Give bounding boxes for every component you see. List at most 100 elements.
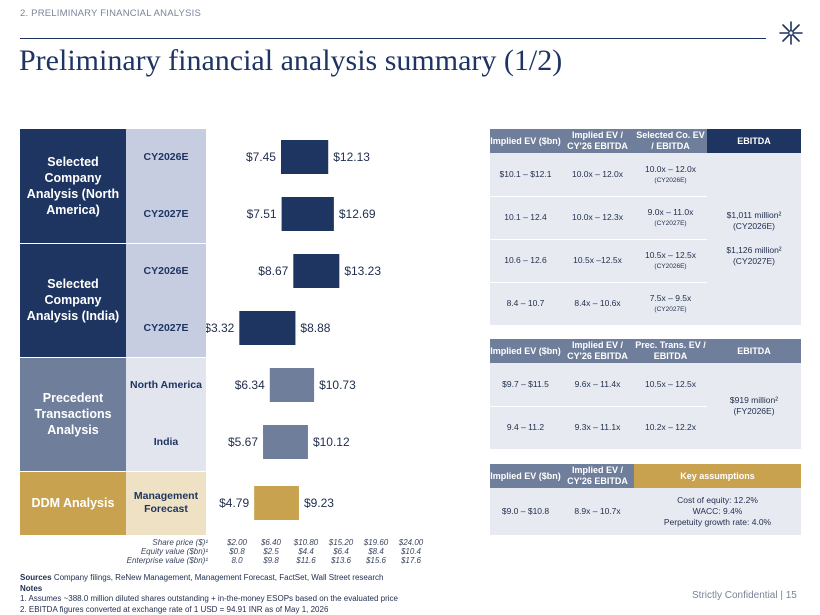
t1-ebitda-cy2026: $1,011 million² (CY2026E) <box>707 205 801 237</box>
row-label-text: CY2026E <box>143 151 189 163</box>
t3-header: Implied EV ($bn) <box>490 464 561 488</box>
axis-label-enterprise-value: Enterprise value ($bn)¹ <box>126 556 208 565</box>
bar-low-label: $7.51 <box>247 207 277 221</box>
row-label: CY2027E <box>126 300 206 357</box>
football-field-chart: $7.45 $12.13 $7.51 $12.69 $8.67 $13.23 $3.32 $8… <box>206 140 381 520</box>
t1-header-cell: EBITDA <box>737 135 771 146</box>
row-label-text: CY2027E <box>143 322 189 334</box>
method-label: Precedent Transactions Analysis <box>34 391 112 437</box>
logo-icon <box>779 21 803 45</box>
tick-enterprise-value: $11.6 <box>296 556 316 565</box>
row-label: CY2026E <box>126 243 206 300</box>
t2-header-cell: Implied EV ($bn) <box>490 345 561 356</box>
t3-header: Key assumptions <box>634 464 801 488</box>
page-title: Preliminary financial analysis summary (… <box>19 44 563 77</box>
row-separator <box>20 357 206 358</box>
row-separator <box>20 471 206 472</box>
sources-line: Sources Company filings, ReNew Managemen… <box>20 573 398 584</box>
t1-header: Selected Co. EV / EBITDA <box>634 129 707 153</box>
axis-label-share-price: Share price ($)¹ <box>152 538 208 547</box>
t2-ev: 9.4 – 11.2 <box>506 422 545 432</box>
t3-header-cell: Implied EV / CY'26 EBITDA <box>567 465 628 486</box>
footer-confidential: Strictly Confidential | 15 <box>692 590 797 601</box>
t1-sel-range: 9.0x – 11.0x <box>647 206 694 217</box>
t1-sel-period: (CY2027E) <box>654 219 687 227</box>
bar-low-label: $5.67 <box>228 435 258 449</box>
t1-sel-period: (CY2027E) <box>654 305 687 313</box>
bar-high-label: $12.13 <box>333 150 370 164</box>
tick-equity-value: $10.4 <box>400 547 422 556</box>
method-ddm: DDM Analysis <box>20 471 126 535</box>
t2-mult: 9.6x – 11.4x <box>574 379 621 389</box>
t2-header: Implied EV / CY'26 EBITDA <box>561 339 634 363</box>
t3-body <box>490 488 801 535</box>
t1-sel: 9.0x – 11.0x (CY2027E) <box>634 196 707 239</box>
t1-sel: 10.0x – 12.0x (CY2026E) <box>634 153 707 196</box>
t1-header-cell: Implied EV / CY'26 EBITDA <box>567 130 628 151</box>
t1-sel-period: (CY2026E) <box>654 262 687 270</box>
t1-row-line <box>490 239 707 240</box>
t2-prec: 10.2x – 12.2x <box>644 422 697 432</box>
range-bar <box>263 425 308 459</box>
range-bar <box>293 254 340 288</box>
method-label: Selected Company Analysis (India) <box>26 277 120 323</box>
t1-ev: 10.1 – 12.4 <box>504 212 547 222</box>
t2-mult: 9.3x – 11.1x <box>574 422 621 432</box>
bar-high-label: $10.12 <box>313 435 350 449</box>
t2-header-cell: Implied EV / CY'26 EBITDA <box>567 340 628 361</box>
tick-share-price: $6.40 <box>260 538 282 547</box>
t3-assumption: Perpetuity growth rate: 4.0% <box>663 517 772 527</box>
bar-high-label: $9.23 <box>304 496 334 510</box>
bar-high-label: $10.73 <box>319 378 356 392</box>
section-label: 2. PRELIMINARY FINANCIAL ANALYSIS <box>20 8 202 19</box>
row-label: North America <box>126 357 206 414</box>
t1-sel: 10.5x – 12.5x (CY2026E) <box>634 239 707 282</box>
method-sca-india: Selected Company Analysis (India) <box>20 243 126 357</box>
range-bar <box>269 368 315 402</box>
t1-ebitda-cy2027: $1,126 million² (CY2027E) <box>707 240 801 272</box>
row-label-text: North America <box>130 379 202 391</box>
t1-mult: 10.5x –12.5x <box>573 255 622 265</box>
bar-low-label: $6.34 <box>235 378 265 392</box>
t1-header: Implied EV ($bn) <box>490 129 561 153</box>
t1-sel-period: (CY2026E) <box>654 176 687 184</box>
tick-enterprise-value: 8.0 <box>231 556 243 565</box>
t3-ev: $9.0 – $10.8 <box>501 506 550 516</box>
t1-ebitda-period: (CY2026E) <box>732 221 776 231</box>
sources-text: Company filings, ReNew Management, Manag… <box>53 573 384 582</box>
t2-ebitda-value: $919 million² <box>729 395 779 405</box>
t1-row-line <box>490 196 707 197</box>
t1-sel-range: 10.0x – 12.0x <box>644 163 697 174</box>
t3-mult: 8.9x – 10.7x <box>574 506 621 516</box>
bar-low-label: $7.45 <box>246 150 276 164</box>
notes-line: Notes <box>20 584 398 595</box>
method-precedent: Precedent Transactions Analysis <box>20 357 126 471</box>
tick-equity-value: $2.5 <box>263 547 279 556</box>
tick-share-price: $2.00 <box>226 538 248 547</box>
tick-enterprise-value: $17.6 <box>400 556 422 565</box>
t1-sel-range: 7.5x – 9.5x <box>649 292 692 303</box>
t1-mult: 8.4x – 10.6x <box>574 298 621 308</box>
t2-header: EBITDA <box>707 339 801 363</box>
t2-header-cell: Prec. Trans. EV / EBITDA <box>635 340 706 361</box>
note-1: 1. Assumes ~388.0 million diluted shares… <box>20 594 399 603</box>
t3-header: Implied EV / CY'26 EBITDA <box>561 464 634 488</box>
row-label: CY2027E <box>126 186 206 243</box>
tick-equity-value: $4.4 <box>298 547 314 556</box>
tick-equity-value: $8.4 <box>368 547 384 556</box>
tick-enterprise-value: $15.6 <box>365 556 387 565</box>
t2-ebitda: $919 million² (FY2026E) <box>707 390 801 422</box>
tick-enterprise-value: $9.8 <box>263 556 279 565</box>
tick-equity-value: $6.4 <box>333 547 349 556</box>
t3-header-cell: Implied EV ($bn) <box>490 470 561 481</box>
t1-header: EBITDA <box>707 129 801 153</box>
bar-high-label: $12.69 <box>339 207 376 221</box>
sources-label: Sources <box>20 573 52 582</box>
method-label: Selected Company Analysis (North America… <box>26 155 120 217</box>
method-sca-na: Selected Company Analysis (North America… <box>20 129 126 243</box>
row-label-text: CY2027E <box>143 208 189 220</box>
row-separator <box>20 243 206 244</box>
t1-ev: $10.1 – $12.1 <box>499 169 552 179</box>
range-bar <box>280 140 329 174</box>
method-label: DDM Analysis <box>31 496 115 510</box>
